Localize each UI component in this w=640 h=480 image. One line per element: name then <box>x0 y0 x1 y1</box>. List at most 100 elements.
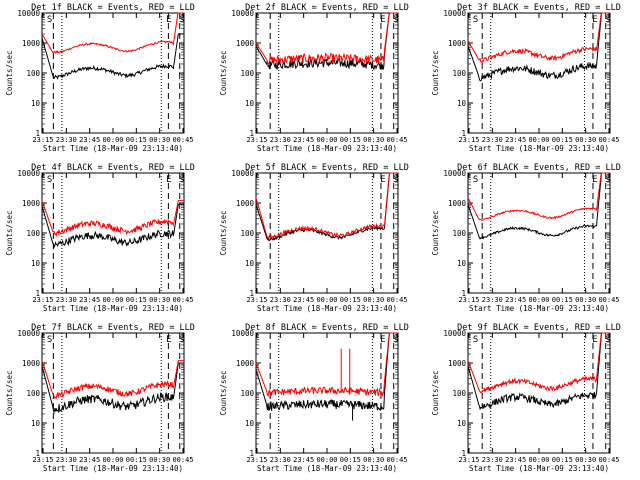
x-tick-label: 23:15 <box>246 136 267 144</box>
x-tick-label: 00:30 <box>363 296 384 304</box>
y-tick-label: 1000 <box>448 199 467 208</box>
segment-label: E <box>380 335 385 345</box>
x-tick-label: 00:00 <box>102 136 123 144</box>
x-tick-label: 00:15 <box>126 136 147 144</box>
lld-series-line <box>41 12 184 54</box>
x-tick-label: 23:30 <box>56 456 77 464</box>
y-tick-label: 10000 <box>231 329 254 338</box>
x-tick-label: 00:15 <box>552 296 573 304</box>
x-tick-label: 23:15 <box>32 456 53 464</box>
x-tick-label: 23:15 <box>246 296 267 304</box>
lld-series-line <box>255 332 398 398</box>
y-tick-label: 10 <box>31 419 41 428</box>
x-axis-label: Start Time (18-Mar-09 23:13:40) <box>469 464 609 473</box>
x-tick-label: 23:15 <box>32 296 53 304</box>
panel-title: Det 7f BLACK = Events, RED = LLD <box>31 323 195 333</box>
plot-frame <box>41 332 185 454</box>
panel-det-3f: Det 3f BLACK = Events, RED = LLD 1 10 100 10… <box>431 3 621 153</box>
x-tick-label: 00:00 <box>102 296 123 304</box>
y-tick-label: 1 <box>461 129 466 138</box>
x-tick-label: 00:30 <box>575 456 596 464</box>
y-tick-label: 100 <box>26 389 40 398</box>
x-tick-label: 23:45 <box>505 296 526 304</box>
y-axis-label: Counts/sec <box>219 210 228 255</box>
y-tick-label: 10 <box>31 259 41 268</box>
segment-label: E <box>592 15 597 25</box>
x-axis-label: Start Time (18-Mar-09 23:13:40) <box>43 144 183 153</box>
segment-label: S <box>393 335 398 345</box>
x-tick-label: 00:45 <box>598 136 619 144</box>
x-tick-label: 23:30 <box>482 296 503 304</box>
y-tick-label: 1000 <box>236 199 255 208</box>
panel-title: Det 5f BLACK = Events, RED = LLD <box>245 163 409 173</box>
lld-series-line <box>467 172 610 221</box>
x-tick-label: 23:30 <box>270 456 291 464</box>
events-series-line <box>255 332 398 412</box>
events-series-line <box>41 33 184 80</box>
segment-label: S <box>47 15 52 25</box>
x-axis-label: Start Time (18-Mar-09 23:13:40) <box>257 144 397 153</box>
y-tick-label: 10000 <box>17 329 40 338</box>
y-tick-label: 100 <box>240 389 254 398</box>
x-tick-label: 00:45 <box>386 136 407 144</box>
y-tick-label: 1000 <box>236 359 255 368</box>
segment-label: S <box>605 15 610 25</box>
y-tick-label: 1000 <box>236 39 255 48</box>
x-tick-label: 00:00 <box>316 136 337 144</box>
plot-frame <box>467 332 611 454</box>
x-tick-label: 00:00 <box>528 136 549 144</box>
x-tick-label: 23:30 <box>482 456 503 464</box>
panel-det-1f: Det 1f BLACK = Events, RED = LLD 1 10 100 10… <box>5 3 195 153</box>
segment-label: S <box>179 15 184 25</box>
x-axis-label: Start Time (18-Mar-09 23:13:40) <box>257 304 397 313</box>
x-axis-label: Start Time (18-Mar-09 23:13:40) <box>43 464 183 473</box>
y-tick-label: 100 <box>452 69 466 78</box>
x-tick-label: 00:00 <box>102 456 123 464</box>
y-tick-label: 1 <box>461 449 466 458</box>
panel-title: Det 4f BLACK = Events, RED = LLD <box>31 163 195 173</box>
x-tick-label: 23:45 <box>505 136 526 144</box>
x-tick-label: 23:45 <box>79 456 100 464</box>
y-axis-label: Counts/sec <box>5 50 14 95</box>
panel-title: Det 9f BLACK = Events, RED = LLD <box>457 323 621 333</box>
segment-label: E <box>380 175 385 185</box>
panel-det-8f: Det 8f BLACK = Events, RED = LLD 1 10 100 10… <box>219 323 409 473</box>
y-tick-label: 1 <box>249 129 254 138</box>
segment-label: E <box>592 335 597 345</box>
panel-title: Det 2f BLACK = Events, RED = LLD <box>245 3 409 13</box>
y-tick-label: 10 <box>245 259 255 268</box>
segment-label: E <box>166 175 171 185</box>
events-series-line <box>41 362 184 415</box>
x-tick-label: 00:45 <box>172 456 193 464</box>
x-tick-label: 23:15 <box>458 136 479 144</box>
x-tick-label: 00:15 <box>340 136 361 144</box>
y-tick-label: 100 <box>240 229 254 238</box>
lld-series-line <box>255 172 398 240</box>
x-tick-label: 00:30 <box>149 136 170 144</box>
x-axis-label: Start Time (18-Mar-09 23:13:40) <box>257 464 397 473</box>
panel-title: Det 6f BLACK = Events, RED = LLD <box>457 163 621 173</box>
events-series-line <box>467 172 610 240</box>
y-tick-label: 100 <box>452 389 466 398</box>
x-tick-label: 00:30 <box>575 296 596 304</box>
x-tick-label: 00:45 <box>172 136 193 144</box>
segment-label: S <box>605 335 610 345</box>
segment-label: S <box>179 335 184 345</box>
y-tick-label: 10000 <box>17 9 40 18</box>
x-axis-label: Start Time (18-Mar-09 23:13:40) <box>469 304 609 313</box>
segment-label: S <box>605 175 610 185</box>
y-tick-label: 100 <box>26 229 40 238</box>
y-tick-label: 100 <box>240 69 254 78</box>
x-tick-label: 23:30 <box>56 296 77 304</box>
y-axis-label: Counts/sec <box>431 210 440 255</box>
x-tick-label: 23:30 <box>270 136 291 144</box>
events-series-line <box>255 172 398 241</box>
x-tick-label: 00:30 <box>363 456 384 464</box>
y-tick-label: 10000 <box>231 9 254 18</box>
segment-label: E <box>166 15 171 25</box>
y-tick-label: 1000 <box>22 359 41 368</box>
x-tick-label: 23:15 <box>32 136 53 144</box>
y-tick-label: 1000 <box>22 199 41 208</box>
x-tick-label: 00:30 <box>363 136 384 144</box>
panel-det-6f: Det 6f BLACK = Events, RED = LLD 1 10 100 10… <box>431 163 621 313</box>
